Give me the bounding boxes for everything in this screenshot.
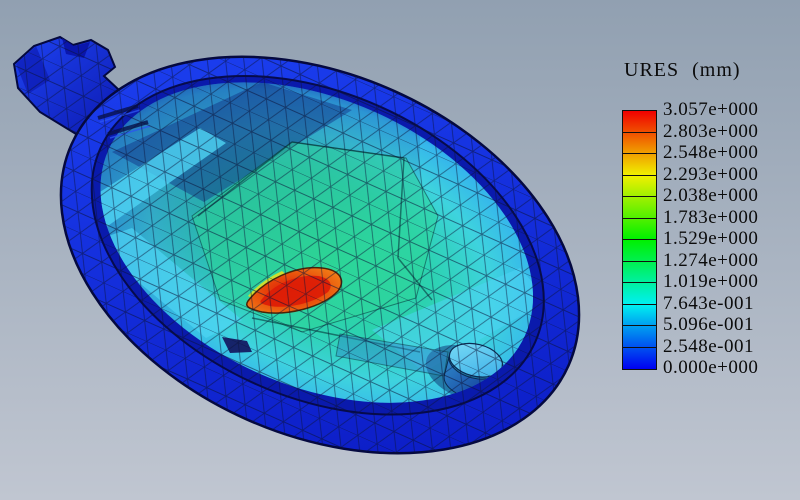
legend-tick-label: 2.548e+000 [663,142,759,163]
legend-tick-label: 2.548e-001 [663,335,755,357]
colorbar-segment [623,304,656,326]
legend-tick-label: 1.529e+000 [663,228,759,249]
legend-tick-label: 7.643e-001 [663,292,755,314]
legend-tick-label: 1.783e+000 [663,206,759,228]
colorbar-segment [623,197,656,219]
legend-tick-label: 1.019e+000 [663,271,759,292]
legend-tick-label: 2.038e+000 [663,185,759,206]
legend-title: URES (mm) [624,59,741,81]
colorbar-segment [623,347,656,369]
legend-tick-label: 1.274e+000 [663,249,759,271]
colorbar-segment [623,283,656,305]
colorbar-segment [623,326,656,348]
legend-tick-label: 2.293e+000 [663,163,759,185]
colorbar-segment [623,132,656,154]
result-legend: URES (mm) 3.057e+000 2.803e+000 2.548e+000… [610,58,795,390]
colorbar-segment [623,175,656,197]
colorbar-segment [623,240,656,262]
colorbar-segment [623,218,656,240]
legend-tick-label: 2.803e+000 [663,120,759,142]
legend-tick-label: 0.000e+000 [663,357,759,378]
colorbar-segment [623,154,656,176]
legend-tick-label: 5.096e-001 [663,314,755,335]
colorbar [622,110,657,370]
colorbar-segment [623,261,656,283]
colorbar-segment [623,111,656,133]
legend-tick-labels: 3.057e+000 2.803e+000 2.548e+000 2.293e+000… [663,99,758,379]
legend-body: 3.057e+000 2.803e+000 2.548e+000 2.293e+000… [610,99,795,390]
legend-tick-label: 3.057e+000 [663,99,759,120]
